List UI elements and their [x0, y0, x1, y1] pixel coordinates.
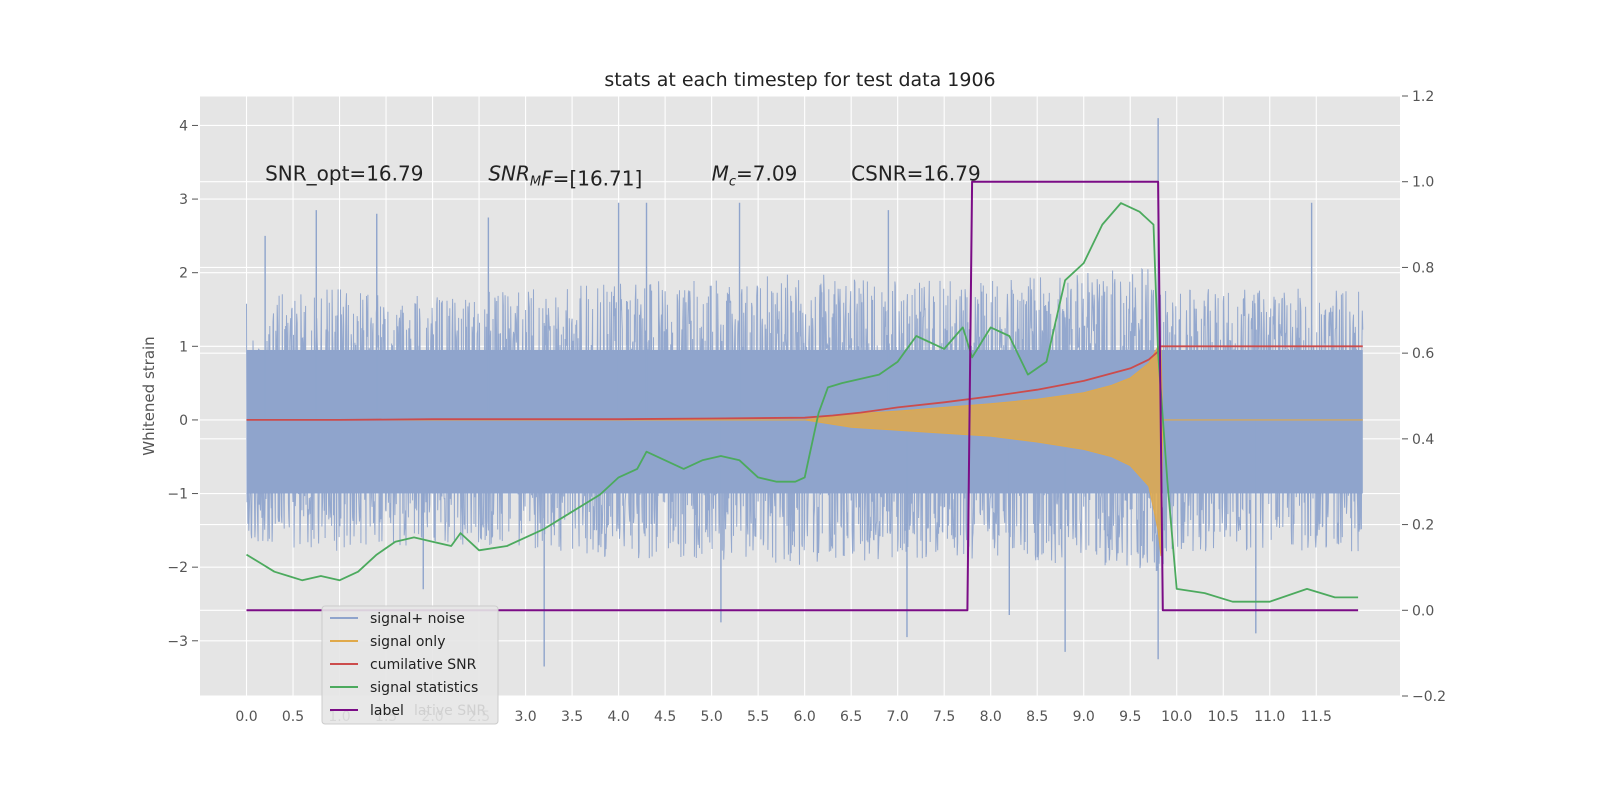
cumilative-snr-line	[246, 345, 1363, 421]
y-tick-label: −3	[167, 634, 188, 650]
annotation-sub: M	[530, 175, 541, 190]
chart-title: stats at each timestep for test data 190…	[604, 69, 995, 91]
x-tick-label: 9.5	[1119, 709, 1141, 725]
x-tick-label: 6.5	[840, 709, 862, 725]
y-tick-label: −1	[167, 487, 188, 503]
signal-statistics-line	[246, 202, 1359, 603]
y-axis-label: Whitened strain	[140, 336, 158, 455]
legend-entry: cumilative SNR	[370, 657, 477, 673]
annotation-sub: c	[729, 175, 736, 190]
y-tick-label: 0	[179, 413, 188, 429]
annotation-rest: =7.09	[736, 162, 797, 186]
x-tick-label: 3.0	[514, 709, 536, 725]
x-tick-label: 8.5	[1026, 709, 1048, 725]
y2-tick-label: 0.0	[1412, 603, 1434, 619]
y2-tick-label: 1.0	[1412, 175, 1434, 191]
y2-tick-label: 0.6	[1412, 346, 1434, 362]
label-line	[246, 180, 1359, 612]
legend-entry: signal statistics	[370, 680, 478, 696]
y-axis-ticks: −3 −2 −1 0 1 2 3 4	[167, 118, 198, 650]
x-tick-label: 6.0	[794, 709, 816, 725]
annotation-rest-italic: F	[541, 167, 553, 191]
x-tick-label: 10.5	[1208, 709, 1239, 725]
y-tick-label: −2	[167, 560, 188, 576]
annotations: SNR_opt=16.79 SNRMF=[16.71] Mc=7.09 CSNR=16…	[265, 162, 981, 191]
x-tick-label: 9.0	[1073, 709, 1095, 725]
annotation-0: SNR_opt=16.79	[265, 162, 423, 186]
x-tick-label: 0.0	[235, 709, 257, 725]
legend-entry: label	[370, 703, 404, 719]
x-tick-label: 5.0	[700, 709, 722, 725]
x-tick-label: 7.5	[933, 709, 955, 725]
y-tick-label: 2	[179, 266, 188, 282]
annotation-1: SNRMF=[16.71]	[488, 162, 642, 191]
x-tick-label: 4.0	[607, 709, 629, 725]
noise-core-band	[246, 349, 1363, 494]
x-tick-label: 3.5	[561, 709, 583, 725]
annotation-rest-plain: =[16.71]	[553, 167, 643, 191]
y2-tick-label: −0.2	[1412, 689, 1446, 705]
legend-ghost-text: lative SNR	[414, 703, 487, 719]
annotation-main: SNR	[488, 162, 530, 186]
series-label	[246, 180, 1359, 612]
y2-tick-label: 0.8	[1412, 260, 1434, 276]
x-tick-label: 5.5	[747, 709, 769, 725]
legend: signal+ noise signal only cumilative SNR si…	[321, 605, 499, 725]
y-tick-label: 3	[179, 192, 188, 208]
y2-tick-label: 0.4	[1412, 432, 1434, 448]
x-tick-label: 0.5	[282, 709, 304, 725]
legend-box	[321, 605, 499, 725]
legend-entry: signal only	[370, 634, 445, 650]
series-cumilative-snr	[246, 345, 1363, 421]
y-tick-label: 4	[179, 118, 188, 134]
x-tick-label: 4.5	[654, 709, 676, 725]
y2-axis-ticks: −0.2 0.0 0.2 0.4 0.6 0.8 1.0 1.2	[1402, 89, 1446, 705]
annotation-2: Mc=7.09	[712, 162, 798, 190]
x-tick-label: 11.5	[1301, 709, 1332, 725]
annotation-main: M	[712, 162, 729, 186]
x-tick-label: 10.0	[1161, 709, 1192, 725]
x-tick-label: 8.0	[980, 709, 1002, 725]
y-tick-label: 1	[179, 339, 188, 355]
y2-tick-label: 1.2	[1412, 89, 1434, 105]
x-tick-label: 11.0	[1254, 709, 1285, 725]
y2-tick-label: 0.2	[1412, 518, 1434, 534]
legend-entry: signal+ noise	[370, 611, 465, 627]
series-signal-noise	[246, 118, 1364, 667]
series-signal-statistics	[246, 202, 1359, 603]
x-tick-label: 7.0	[887, 709, 909, 725]
annotation-3: CSNR=16.79	[851, 162, 981, 186]
